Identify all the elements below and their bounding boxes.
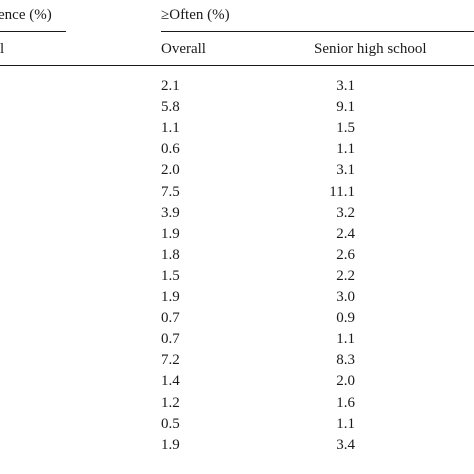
- cell-senior-high-school: 1.5: [336, 120, 355, 136]
- cell-senior-high-school: 1.1: [336, 141, 355, 157]
- cell-overall: 2.0: [161, 162, 180, 178]
- header-bottom-rule: [0, 65, 474, 66]
- left-group-header: ence (%): [0, 7, 52, 23]
- cell-overall: 0.6: [161, 141, 180, 157]
- column-header-senior-high-school: Senior high school: [314, 41, 427, 57]
- cell-overall: 1.2: [161, 395, 180, 411]
- cell-senior-high-school: 3.1: [336, 78, 355, 94]
- cell-senior-high-school: 9.1: [336, 99, 355, 115]
- cell-overall: 1.9: [161, 437, 180, 453]
- cell-overall: 0.7: [161, 310, 180, 326]
- cell-senior-high-school: 1.1: [336, 416, 355, 432]
- cell-overall: 1.8: [161, 247, 180, 263]
- cell-senior-high-school: 2.0: [336, 373, 355, 389]
- cell-overall: 2.1: [161, 78, 180, 94]
- cell-overall: 7.2: [161, 352, 180, 368]
- cell-senior-high-school: 1.1: [336, 331, 355, 347]
- cell-senior-high-school: 2.2: [336, 268, 355, 284]
- cell-senior-high-school: 0.9: [336, 310, 355, 326]
- cell-overall: 3.9: [161, 205, 180, 221]
- often-group-rule: [161, 31, 474, 32]
- cell-senior-high-school: 3.2: [336, 205, 355, 221]
- cell-senior-high-school: 8.3: [336, 352, 355, 368]
- cell-senior-high-school: 3.0: [336, 289, 355, 305]
- cell-overall: 1.4: [161, 373, 180, 389]
- cell-senior-high-school: 11.1: [329, 184, 355, 200]
- cell-overall: 7.5: [161, 184, 180, 200]
- cell-overall: 1.9: [161, 289, 180, 305]
- cell-senior-high-school: 1.6: [336, 395, 355, 411]
- cell-senior-high-school: 2.6: [336, 247, 355, 263]
- cell-overall: 1.5: [161, 268, 180, 284]
- cell-overall: 5.8: [161, 99, 180, 115]
- cell-senior-high-school: 3.1: [336, 162, 355, 178]
- column-header-overall: Overall: [161, 41, 206, 57]
- left-group-rule: [0, 31, 66, 32]
- cell-overall: 1.1: [161, 120, 180, 136]
- cell-senior-high-school: 2.4: [336, 226, 355, 242]
- often-group-header: ≥Often (%): [161, 7, 230, 23]
- cell-overall: 0.5: [161, 416, 180, 432]
- cell-senior-high-school: 3.4: [336, 437, 355, 453]
- left-sub-header: l: [0, 41, 5, 57]
- cell-overall: 1.9: [161, 226, 180, 242]
- cell-overall: 0.7: [161, 331, 180, 347]
